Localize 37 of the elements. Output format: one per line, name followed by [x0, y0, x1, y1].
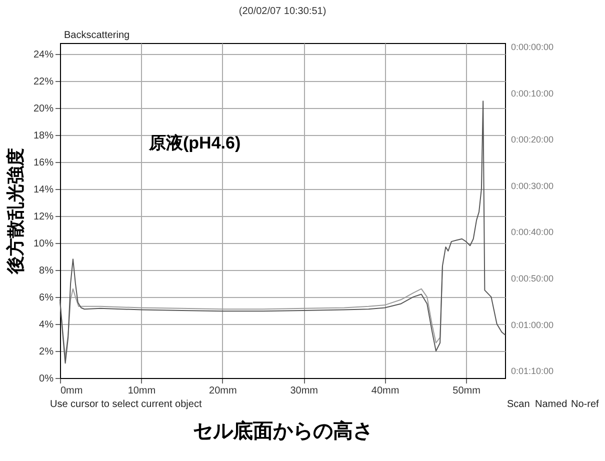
- y-tick-label: 8%: [39, 265, 54, 276]
- x-tick-label: 20mm: [209, 386, 237, 396]
- text: Use cursor to select current object: [50, 399, 202, 410]
- text: 0:01:00:00: [511, 320, 554, 330]
- y-tick-label: 12%: [33, 211, 54, 222]
- y-tick-label: 18%: [33, 130, 54, 142]
- y-tick-label: 16%: [33, 157, 54, 168]
- y-tick-label: 24%: [33, 49, 54, 60]
- text: 0:00:10:00: [511, 88, 554, 98]
- y-tick-label: 14%: [33, 184, 54, 196]
- y-tick-label: 4%: [39, 319, 54, 330]
- x-axis-title: セル底面からの高さ: [193, 420, 373, 442]
- x-tick-label: 10mm: [128, 386, 156, 396]
- text: Backscattering: [64, 30, 130, 41]
- chart-title: (20/02/07 10:30:51): [238, 6, 326, 17]
- y-axis-title: 後方散乱光強度: [5, 148, 26, 275]
- text: 0:01:10:00: [511, 366, 554, 376]
- text: 0:00:00:00: [511, 42, 554, 52]
- y-tick-label: 2%: [39, 346, 54, 358]
- text: Scan: [507, 399, 530, 410]
- text: No-ref: [571, 399, 600, 410]
- text: 0:00:30:00: [511, 180, 554, 191]
- x-tick-label: 30mm: [290, 386, 318, 396]
- y-tick-label: 20%: [33, 103, 54, 114]
- y-tick-label: 0%: [39, 374, 54, 384]
- x-tick-label: 0mm: [60, 386, 83, 396]
- x-tick-label: 50mm: [452, 386, 480, 396]
- line-series: [60, 100, 506, 364]
- text: Named: [535, 399, 568, 410]
- y-tick-label: 6%: [39, 292, 54, 304]
- x-tick-label: 40mm: [371, 386, 400, 396]
- y-tick-label: 10%: [33, 238, 54, 250]
- annotation: 原液(pH4.6): [148, 134, 241, 152]
- text: 0:00:50:00: [511, 274, 554, 284]
- text: 0:00:20:00: [511, 134, 554, 145]
- y-tick-label: 22%: [33, 76, 54, 88]
- text: 0:00:40:00: [511, 227, 554, 238]
